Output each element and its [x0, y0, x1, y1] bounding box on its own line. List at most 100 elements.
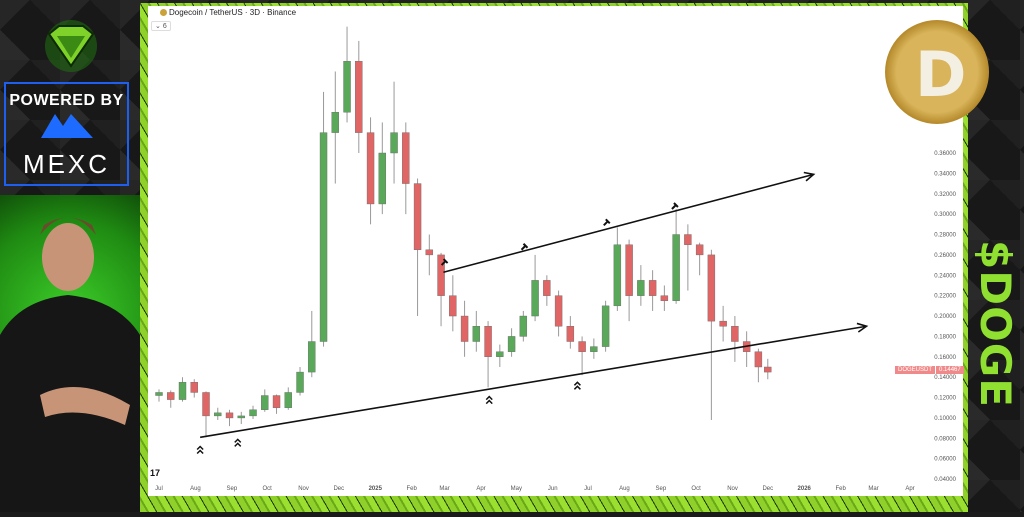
- candle-body: [402, 132, 410, 184]
- candle-body: [764, 366, 772, 373]
- candle-body: [554, 295, 563, 327]
- candle-body: [202, 392, 210, 417]
- y-tick-label: 0.32000: [934, 192, 956, 198]
- x-tick-label: Dec: [762, 486, 773, 492]
- candle-body: [296, 371, 304, 393]
- y-tick-label: 0.08000: [934, 436, 956, 442]
- candle-body: [648, 280, 657, 296]
- x-tick-label: Mar: [439, 486, 449, 492]
- y-tick-label: 0.34000: [934, 171, 956, 177]
- ticker-text: $DOGE: [971, 240, 1020, 408]
- candle-body: [707, 254, 716, 322]
- x-tick-label: Feb: [407, 486, 418, 492]
- indicators-toggle[interactable]: ⌄ 6: [151, 21, 171, 31]
- y-tick-label: 0.16000: [934, 355, 956, 361]
- double-chevron-up-icon: [485, 395, 493, 405]
- candle-body: [284, 392, 292, 408]
- x-tick-label: Mar: [868, 486, 878, 492]
- tradingview-logo: 17: [150, 468, 160, 478]
- candle-body: [214, 412, 222, 417]
- y-tick-label: 0.22000: [934, 294, 956, 300]
- candle-body: [390, 132, 398, 154]
- candle-body: [731, 326, 739, 342]
- price-label: DOGEUSDT 0.14467: [895, 366, 964, 374]
- candle-body: [249, 409, 257, 417]
- markers: [196, 202, 679, 455]
- trendlines: [200, 171, 869, 439]
- y-tick-label: 0.04000: [934, 477, 956, 483]
- candle-body: [237, 415, 245, 419]
- arrowhead-icon: [803, 171, 816, 182]
- candle-body: [355, 61, 363, 133]
- x-tick-label: Aug: [619, 486, 630, 492]
- y-tick-label: 0.20000: [934, 314, 956, 320]
- candle-body: [578, 341, 586, 352]
- candle-body: [225, 412, 234, 419]
- x-tick-label: Nov: [727, 486, 738, 492]
- candle-body: [437, 254, 445, 296]
- candle-body: [601, 305, 610, 347]
- candle-body: [178, 382, 187, 400]
- y-tick-label: 0.14000: [934, 375, 956, 381]
- candle-body: [496, 351, 504, 357]
- y-tick-label: 0.36000: [934, 151, 956, 157]
- candle-body: [261, 395, 269, 410]
- dogecoin-logo: D: [885, 20, 989, 124]
- x-tick-label: Sep: [227, 486, 238, 492]
- candle-body: [425, 249, 434, 256]
- x-tick-label: Oct: [262, 486, 272, 492]
- candle-body: [460, 315, 469, 342]
- x-tick-label: Sep: [655, 486, 666, 492]
- hammer-down-icon: [671, 202, 679, 210]
- candle-body: [413, 183, 422, 251]
- x-tick-label: Aug: [190, 486, 201, 492]
- y-tick-label: 0.28000: [934, 233, 956, 239]
- candle-body: [167, 392, 175, 400]
- candle-body: [519, 315, 528, 337]
- x-tick-label: Jul: [155, 486, 163, 492]
- y-tick-label: 0.10000: [934, 416, 956, 422]
- x-tick-label: Apr: [476, 486, 485, 492]
- candle-body: [543, 280, 551, 296]
- candle-body: [684, 234, 692, 245]
- candle-body: [507, 336, 516, 352]
- candle-body: [590, 346, 598, 352]
- candle-body: [695, 244, 704, 256]
- candle-body: [449, 295, 457, 317]
- candle-body: [155, 392, 163, 396]
- diamond-logo: [45, 20, 97, 72]
- candle-body: [672, 234, 680, 301]
- doge-coin-icon: [160, 9, 167, 16]
- candle-body: [484, 326, 492, 358]
- candle-body: [308, 341, 316, 373]
- candle-body: [566, 326, 575, 342]
- x-tick-label: Dec: [333, 486, 344, 492]
- y-tick-label: 0.30000: [934, 212, 956, 218]
- hammer-down-icon: [603, 218, 611, 226]
- candle-body: [625, 244, 633, 296]
- candle-body: [472, 326, 481, 342]
- double-chevron-up-icon: [196, 445, 204, 455]
- candles: [155, 26, 772, 438]
- double-chevron-up-icon: [234, 438, 242, 447]
- x-tick-label: Jun: [548, 486, 558, 492]
- hammer-down-icon: [520, 243, 529, 251]
- candle-body: [637, 280, 645, 296]
- x-axis: Jul Aug Sep Oct Nov Dec 2025 Feb Mar Apr May Jun Jul…: [150, 468, 915, 492]
- trendline-support: [200, 325, 867, 439]
- candle-body: [366, 132, 375, 205]
- y-tick-label: 0.26000: [934, 253, 956, 259]
- candle-body: [531, 280, 539, 317]
- candle-body: [378, 152, 387, 205]
- x-tick-label: Apr: [905, 486, 914, 492]
- arrowhead-icon: [856, 322, 869, 333]
- chart-title: Dogecoin / TetherUS · 3D · Binance: [160, 8, 296, 17]
- x-tick-label: Jul: [584, 486, 592, 492]
- y-axis: 0.04000 0.06000 0.08000 0.10000 0.12000 0.140…: [934, 151, 956, 483]
- x-tick-label: May: [511, 486, 522, 492]
- y-tick-label: 0.06000: [934, 457, 956, 463]
- candle-body: [613, 244, 622, 307]
- candle-body: [331, 112, 339, 133]
- x-tick-label: 2025: [369, 486, 383, 492]
